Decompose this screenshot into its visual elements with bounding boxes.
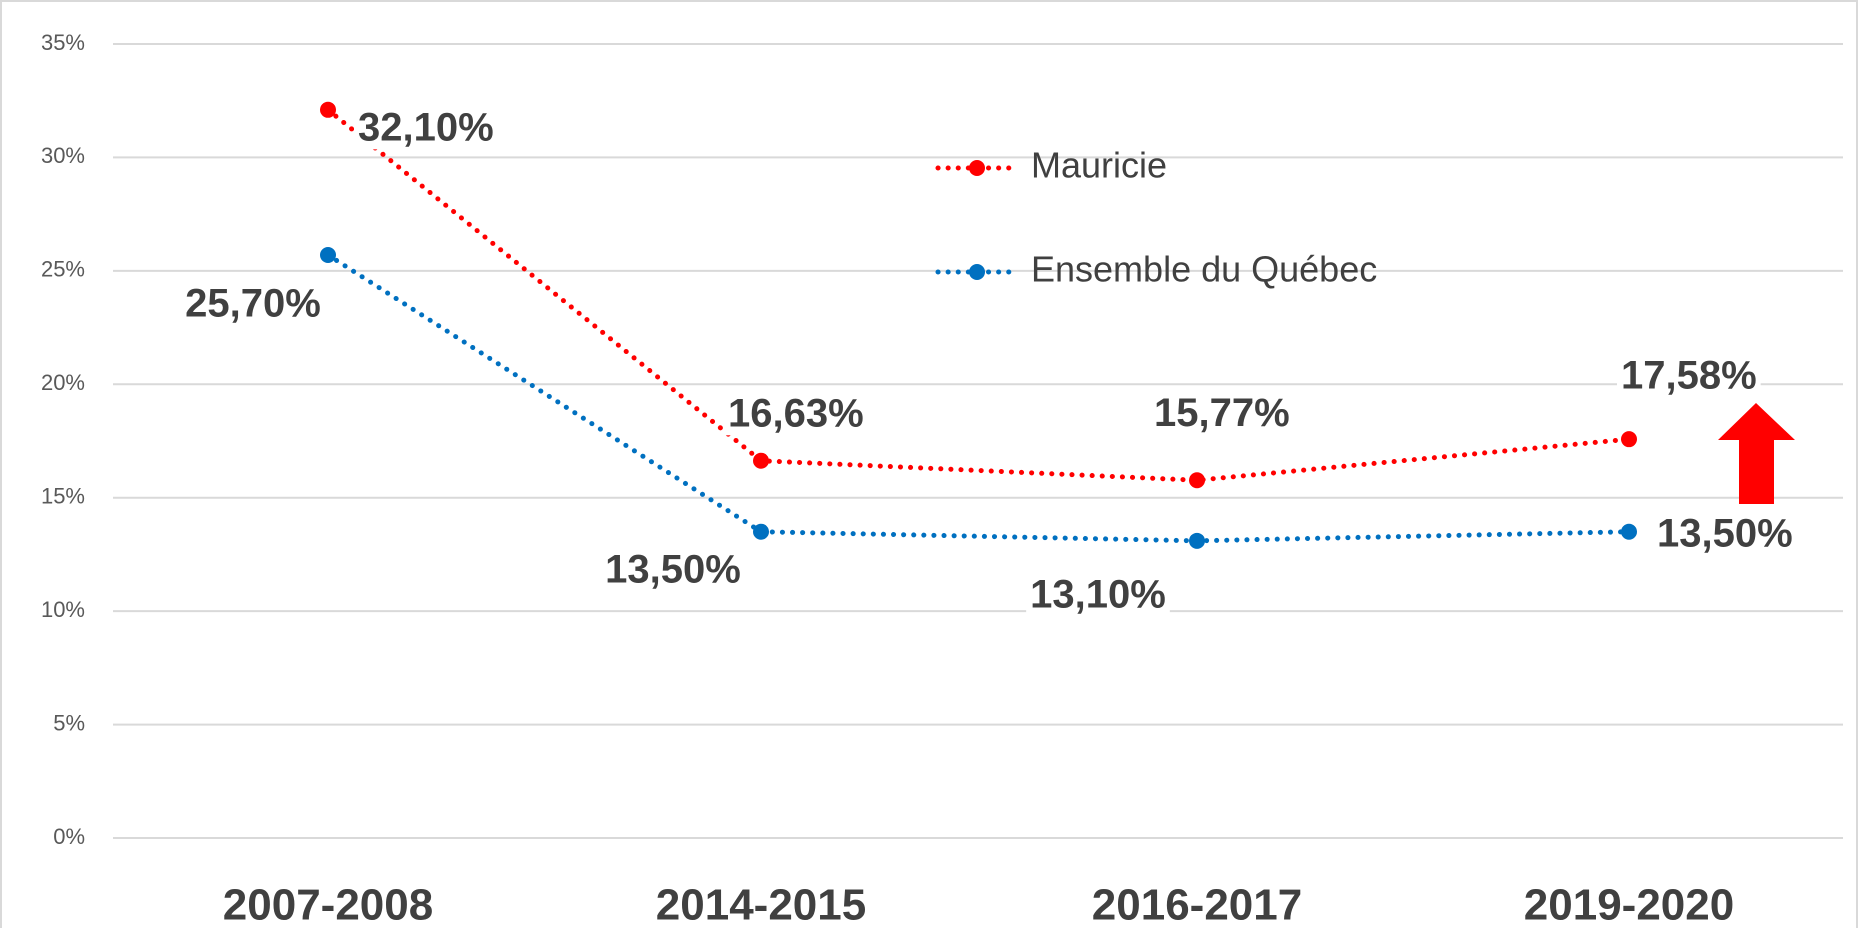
legend-label: Mauricie bbox=[1031, 145, 1167, 186]
data-label: 16,63% bbox=[728, 391, 864, 435]
x-tick-label: 2016-2017 bbox=[1092, 881, 1302, 928]
y-tick-label: 35% bbox=[41, 30, 85, 55]
label-bg bbox=[724, 391, 868, 436]
data-label: 13,50% bbox=[605, 547, 741, 591]
label-bg bbox=[1653, 511, 1797, 556]
up-arrow bbox=[1718, 403, 1795, 504]
y-tick-label: 5% bbox=[53, 710, 85, 735]
data-label: 13,50% bbox=[1657, 511, 1793, 555]
legend-label: Ensemble du Québec bbox=[1031, 249, 1377, 290]
y-tick-label: 30% bbox=[41, 143, 85, 168]
data-label: 17,58% bbox=[1621, 354, 1757, 398]
data-label: 25,70% bbox=[185, 282, 321, 326]
point bbox=[1621, 431, 1637, 448]
label-bg bbox=[1026, 572, 1170, 617]
label-bg bbox=[1617, 353, 1761, 398]
y-tick-label: 15% bbox=[41, 484, 85, 509]
point bbox=[320, 101, 336, 118]
data-label: 15,77% bbox=[1154, 391, 1290, 435]
x-tick-label: 2007-2008 bbox=[223, 881, 433, 928]
point bbox=[320, 246, 336, 263]
legend-marker bbox=[969, 160, 985, 176]
series-line bbox=[325, 107, 1632, 483]
label-bg bbox=[181, 281, 325, 326]
point bbox=[753, 523, 769, 540]
point bbox=[1621, 523, 1637, 540]
data-label: 32,10% bbox=[358, 105, 494, 149]
y-tick-label: 0% bbox=[53, 824, 85, 849]
point bbox=[1189, 472, 1205, 489]
y-tick-label: 20% bbox=[41, 370, 85, 395]
plot: 32,10% 16,63% 15,77% 17,58% 25,70% 13,50% 13,1… bbox=[181, 101, 1797, 617]
label-bg bbox=[354, 105, 498, 150]
label-bg bbox=[601, 547, 745, 592]
point bbox=[753, 452, 769, 469]
x-tick-label: 2014-2015 bbox=[656, 881, 866, 928]
label-bg bbox=[1150, 390, 1294, 435]
point bbox=[1189, 532, 1205, 549]
data-label: 13,10% bbox=[1030, 572, 1166, 616]
x-tick-label: 2019-2020 bbox=[1524, 881, 1734, 928]
y-tick-label: 25% bbox=[41, 257, 85, 282]
legend-marker bbox=[969, 264, 985, 280]
y-tick-label: 10% bbox=[41, 597, 85, 622]
